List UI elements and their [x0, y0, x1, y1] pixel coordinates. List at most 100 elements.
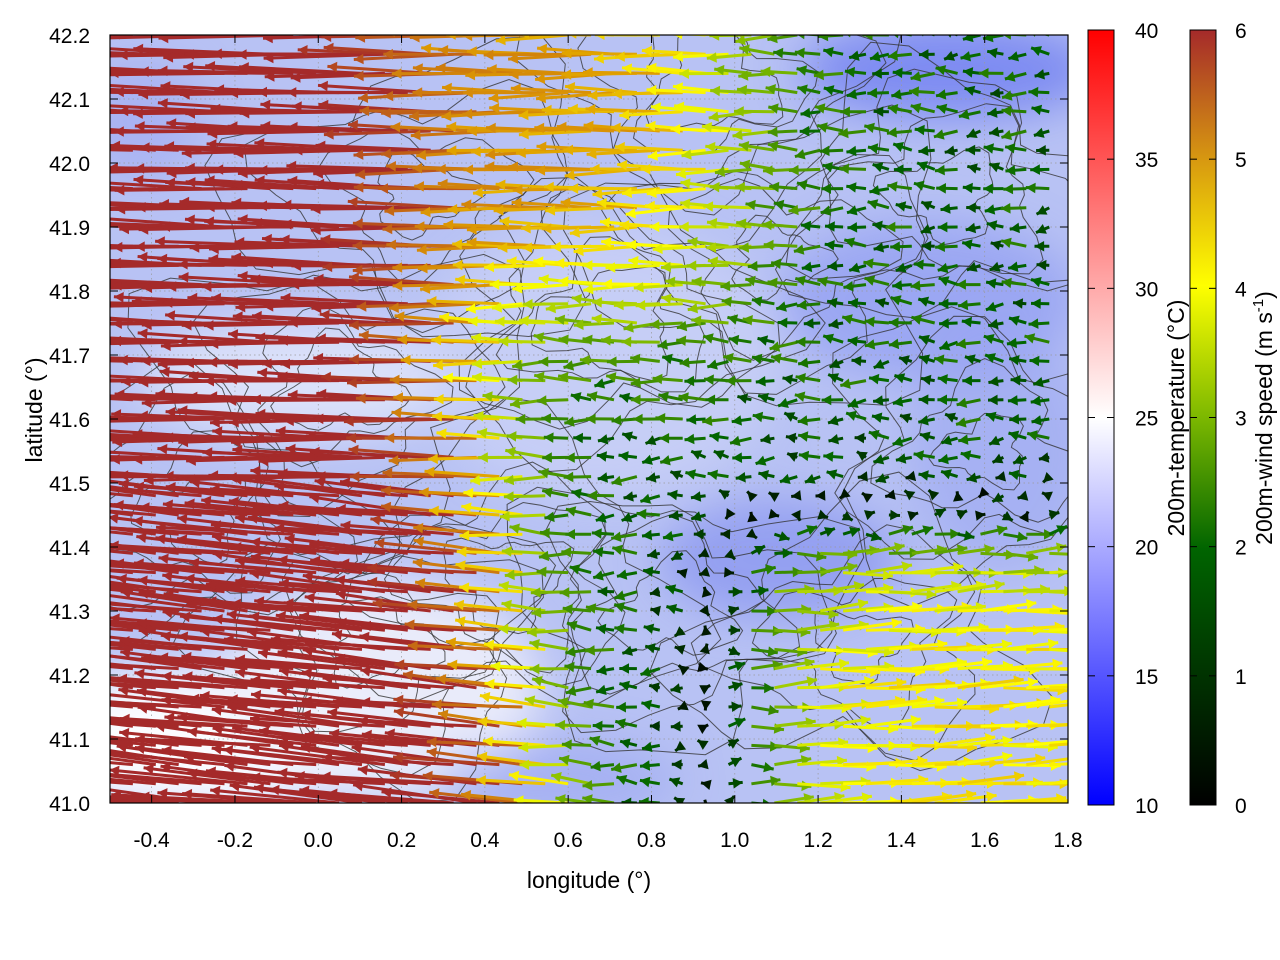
wind-arrow	[727, 738, 740, 749]
wind-arrow	[1036, 145, 1050, 156]
wind-arrow	[280, 358, 408, 370]
wind-arrow	[939, 318, 958, 329]
wind-arrow	[239, 108, 363, 119]
wind-arrow	[510, 83, 592, 95]
wind-arrow	[884, 489, 896, 500]
wind-arrow	[948, 35, 958, 38]
wind-colorbar-label: 200m-wind speed (m s-1)	[1250, 291, 1277, 545]
wind-arrow	[529, 639, 569, 651]
wind-arrow	[671, 759, 683, 770]
wind-arrow	[641, 741, 661, 753]
wind-arrow	[1049, 762, 1068, 767]
wind-arrow	[936, 183, 958, 194]
colorbar-tick-label: 20	[1135, 537, 1158, 560]
wind-arrow	[639, 776, 661, 788]
wind-arrow	[483, 639, 546, 651]
wind-arrow	[585, 603, 615, 614]
wind-arrow	[114, 184, 248, 196]
wind-arrow	[672, 35, 729, 40]
wind-arrow	[110, 206, 111, 208]
wind-arrow	[699, 683, 711, 695]
contour-line	[257, 304, 454, 468]
wind-arrow	[110, 623, 156, 632]
wind-arrow	[885, 221, 912, 233]
wind-arrow	[133, 558, 271, 575]
wind-arrow	[747, 511, 758, 523]
wind-arrow	[797, 658, 850, 671]
wind-arrow	[596, 664, 615, 676]
y-axis: 41.0 41.1 41.2 41.3 41.4 41.5 41.6 41.7 41.8 41.9…	[49, 25, 1068, 816]
wind-arrow	[589, 735, 615, 747]
wind-arrow	[820, 205, 844, 216]
wind-arrow	[110, 590, 111, 592]
wind-arrow	[536, 395, 569, 406]
wind-arrow	[137, 575, 271, 594]
wind-arrow	[209, 484, 340, 498]
wind-arrow	[670, 683, 683, 694]
wind-arrow	[1026, 757, 1068, 767]
wind-arrow	[823, 451, 844, 462]
wind-arrow	[795, 336, 821, 348]
wind-arrow	[697, 723, 709, 734]
wind-arrow	[770, 353, 798, 364]
wind-arrow	[635, 300, 683, 311]
wind-arrow	[800, 107, 821, 119]
wind-arrow	[1008, 51, 1027, 62]
x-tick-label: 1.2	[803, 829, 832, 852]
wind-arrow	[888, 509, 901, 521]
wind-arrow	[647, 148, 706, 161]
wind-arrow	[1003, 658, 1063, 671]
wind-arrow	[646, 187, 706, 199]
wind-arrow	[670, 721, 683, 732]
wind-arrow	[110, 71, 111, 74]
wind-arrow	[957, 771, 1025, 786]
wind-arrow	[933, 129, 958, 140]
wind-arrow	[484, 678, 546, 690]
wind-arrow	[161, 695, 294, 709]
wind-arrow	[824, 240, 844, 251]
wind-arrow	[181, 788, 317, 803]
wind-arrow	[819, 145, 844, 157]
wind-arrow	[918, 145, 935, 156]
wind-arrow	[703, 374, 729, 385]
wind-arrow	[964, 354, 981, 365]
wind-arrow	[652, 373, 683, 385]
wind-arrow	[690, 449, 707, 460]
wind-arrow	[845, 410, 867, 421]
wind-arrow	[1026, 683, 1068, 690]
wind-arrow	[639, 760, 660, 771]
wind-arrow	[187, 726, 317, 747]
wind-arrow	[697, 661, 709, 673]
wind-arrow	[873, 359, 890, 370]
wind-arrow	[110, 321, 111, 323]
wind-arrow	[920, 224, 936, 234]
wind-arrow	[868, 429, 890, 440]
wind-arrow	[1007, 395, 1027, 406]
wind-arrow	[461, 199, 546, 210]
wind-arrow	[796, 65, 821, 76]
wind-arrow	[893, 35, 912, 39]
wind-arrow	[816, 122, 844, 133]
wind-arrow	[729, 435, 752, 447]
wind-arrow	[641, 529, 660, 541]
wind-arrow	[724, 548, 737, 561]
wind-arrow	[390, 121, 477, 133]
wind-arrow	[529, 663, 569, 675]
wind-arrow	[892, 396, 913, 407]
wind-arrow	[187, 598, 317, 613]
wind-arrow	[910, 280, 935, 291]
wind-arrow	[280, 292, 408, 306]
wind-arrow	[701, 122, 752, 133]
wind-arrow	[795, 373, 821, 384]
wind-arrow	[619, 109, 683, 121]
wind-arrow	[865, 561, 913, 575]
wind-arrow	[110, 450, 202, 459]
wind-arrow	[110, 35, 248, 40]
wind-arrow	[727, 717, 746, 728]
wind-arrow	[281, 219, 408, 230]
wind-arrow	[822, 46, 844, 58]
wind-arrow	[621, 336, 660, 348]
wind-colorbar: 0 1 2 3 4 5 6 200m-wind speed (m s-1)	[1189, 20, 1277, 818]
wind-arrow	[869, 51, 890, 62]
wind-arrow	[319, 309, 431, 325]
